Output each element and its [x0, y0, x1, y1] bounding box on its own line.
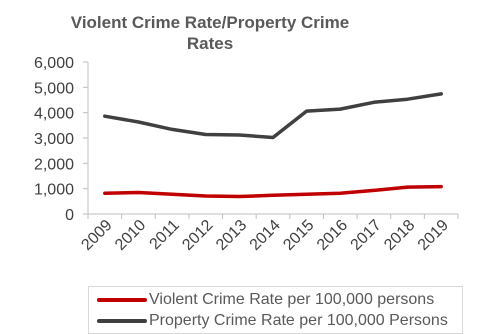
- legend-label-violent: Violent Crime Rate per 100,000 persons: [149, 291, 434, 309]
- x-tick-label: 2011: [147, 217, 183, 253]
- x-tick-label: 2010: [112, 217, 149, 254]
- legend-swatch-violent: [97, 298, 147, 302]
- legend-item-violent: Violent Crime Rate per 100,000 persons: [97, 290, 434, 310]
- series-line-property: [105, 94, 441, 138]
- x-tick-label: 2013: [213, 217, 250, 254]
- y-tick-label: 2,000: [34, 156, 74, 173]
- legend-swatch-property: [97, 319, 147, 323]
- chart-legend: Violent Crime Rate per 100,000 persons P…: [88, 286, 463, 334]
- y-tick-label: 4,000: [34, 106, 74, 123]
- y-tick-label: 0: [65, 207, 74, 224]
- x-tick-label: 2012: [179, 217, 216, 254]
- y-tick-label: 5,000: [34, 80, 74, 97]
- x-tick-label: 2014: [247, 217, 284, 254]
- y-tick-label: 1,000: [34, 182, 74, 199]
- y-tick-label: 6,000: [34, 55, 74, 72]
- x-tick-label: 2009: [78, 217, 115, 254]
- x-tick-label: 2019: [415, 217, 452, 254]
- series-line-violent: [105, 187, 441, 197]
- x-tick-label: 2017: [348, 217, 385, 254]
- legend-item-property: Property Crime Rate per 100,000 Persons: [97, 311, 448, 331]
- y-tick-label: 3,000: [34, 131, 74, 148]
- legend-label-property: Property Crime Rate per 100,000 Persons: [149, 312, 448, 330]
- x-tick-label: 2016: [314, 217, 351, 254]
- x-tick-label: 2015: [280, 217, 317, 254]
- x-tick-label: 2018: [381, 217, 418, 254]
